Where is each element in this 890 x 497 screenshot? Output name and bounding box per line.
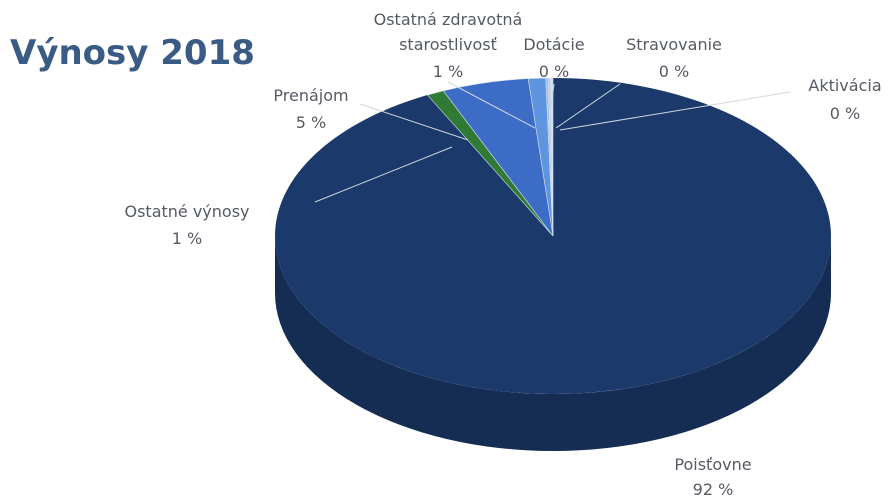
slice-label-ostatna-zdravotna-starostlivost: starostlivosť	[399, 35, 497, 54]
label-leaders	[314, 81, 791, 203]
leader-line-prenajom	[359, 103, 469, 141]
leader-line-dotacie	[547, 83, 555, 129]
pie-top	[275, 77, 831, 394]
slice-value-aktivacia: 0 %	[830, 104, 860, 123]
leader-line-ostatne-vynosy	[314, 146, 453, 203]
slice-label-aktivacia: Aktivácia	[808, 76, 881, 95]
slice-aktivacia	[550, 77, 554, 237]
leader-line-aktivacia	[559, 91, 791, 131]
slice-labels: Poisťovne 92 % Ostatné výnosy 1 % Prenájom 5 …	[124, 10, 881, 497]
leader-line-ostatna-zdravotna-starostlivost	[447, 81, 536, 129]
slice-label-ostatne-vynosy: Ostatné výnosy	[124, 202, 249, 221]
slice-value-prenajom: 5 %	[296, 113, 326, 132]
chart-title: Výnosy 2018	[10, 33, 255, 73]
slice-value-poistovne: 92 %	[693, 480, 734, 497]
leader-line-stravovanie	[555, 83, 621, 129]
slice-label-poistovne: Poisťovne	[674, 455, 751, 474]
slice-label-prenajom: Prenájom	[273, 86, 348, 105]
slice-value-dotacie: 0 %	[539, 62, 569, 81]
slice-value-ostatne-vynosy: 1 %	[172, 229, 202, 248]
pie-depth	[275, 236, 831, 451]
slice-value-stravovanie: 0 %	[659, 62, 689, 81]
slice-label-dotacie: Dotácie	[523, 35, 584, 54]
slice-label-ostatna-zdravotna-starostlivost: Ostatná zdravotná	[374, 10, 523, 29]
slice-side-poistovne	[275, 236, 831, 451]
slice-value-ostatna-zdravotna-starostlivost: 1 %	[433, 62, 463, 81]
slice-label-stravovanie: Stravovanie	[626, 35, 722, 54]
